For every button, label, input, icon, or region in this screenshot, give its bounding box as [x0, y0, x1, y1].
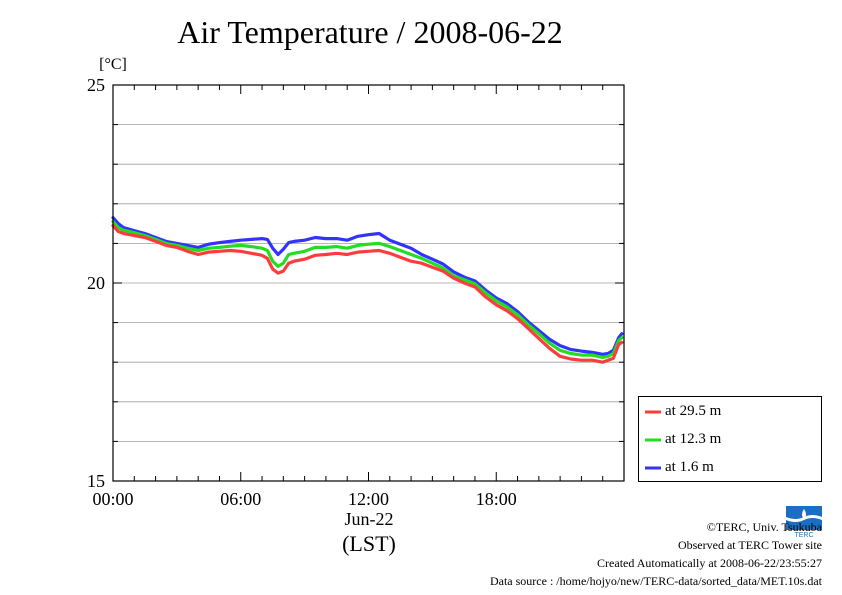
grid-lines — [113, 124, 624, 442]
y-tick-label: 20 — [87, 273, 105, 293]
x-tick-label: 00:00 — [92, 489, 133, 509]
logo-text: TERC — [794, 532, 813, 539]
legend-swatch-icon — [645, 466, 661, 470]
legend-swatch-icon — [645, 438, 661, 442]
y-tick-label: 25 — [87, 75, 105, 95]
x-tick-label: 18:00 — [476, 489, 517, 509]
source-text: Data source : /home/hojyo/new/TERC-data/… — [489, 574, 822, 588]
legend-item: at 29.5 m — [645, 401, 721, 421]
terc-logo-icon: TERC — [784, 503, 824, 539]
series-lines — [111, 216, 624, 364]
copyright-text: ©TERC, Univ. Tsukuba — [706, 520, 822, 534]
legend-label: at 29.5 m — [665, 403, 722, 419]
legend-label: at 1.6 m — [665, 459, 714, 475]
x-date-label: Jun-22 — [345, 509, 394, 529]
x-tick-label: 12:00 — [348, 489, 389, 509]
series-line — [111, 220, 624, 359]
series-line — [111, 224, 624, 364]
y-axis-label: [°C] — [99, 56, 127, 73]
x-tick-label: 06:00 — [220, 489, 261, 509]
y-tick-label: 15 — [87, 471, 105, 491]
legend-item: at 12.3 m — [645, 429, 721, 449]
legend-label: at 12.3 m — [665, 431, 722, 447]
created-text: Created Automatically at 2008-06-22/23:5… — [597, 556, 822, 570]
credits: ©TERC, Univ. Tsukuba Observed at TERC To… — [490, 518, 822, 590]
site-text: Observed at TERC Tower site — [677, 538, 822, 552]
legend-swatch-icon — [645, 410, 661, 414]
x-axis-label: (LST) — [342, 531, 396, 556]
series-line — [111, 216, 624, 356]
axis-ticks: 15 20 25 00:00 06:00 12:00 18:00 — [87, 75, 624, 509]
chart-title: Air Temperature / 2008-06-22 — [177, 14, 563, 50]
legend: at 29.5 m at 12.3 m at 1.6 m — [638, 396, 822, 482]
legend-item: at 1.6 m — [645, 457, 714, 477]
